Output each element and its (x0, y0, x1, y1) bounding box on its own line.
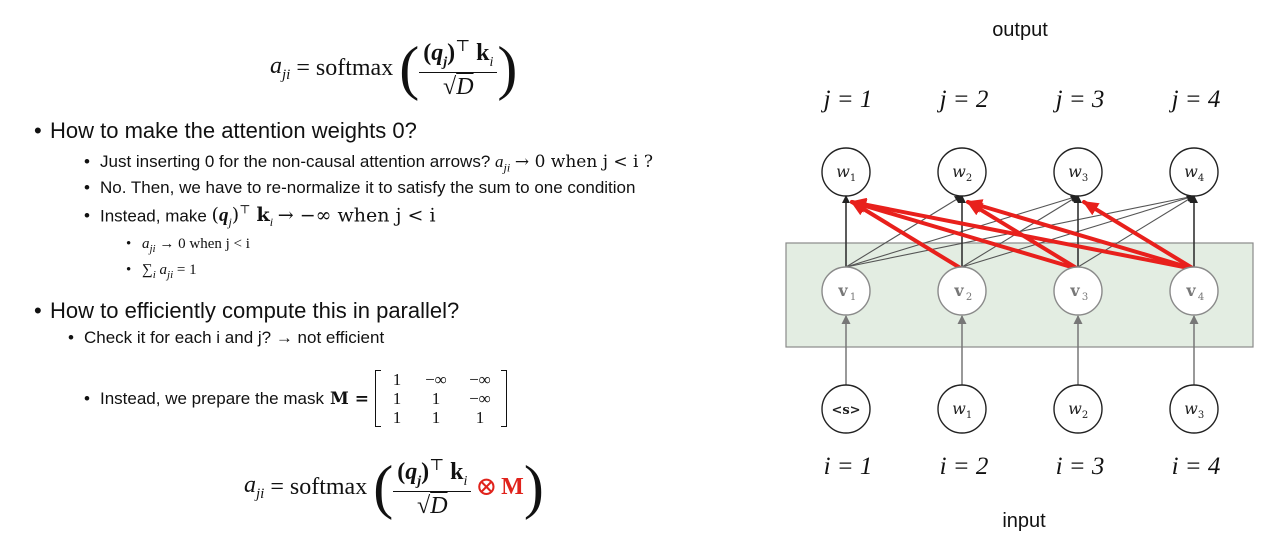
hidden-node-4-circle (1169, 266, 1219, 316)
input-node-2-label: w (952, 399, 966, 418)
input-node-3-label: w (1068, 399, 1082, 418)
output-node-2-circle (937, 147, 987, 197)
output-node-2-sub: 2 (966, 173, 972, 184)
bullet-check-each: • Check it for each i and j? → not effici… (68, 328, 385, 347)
output-node-3-sub: 3 (1082, 173, 1088, 184)
input-node-4-sub: 3 (1198, 410, 1204, 421)
otimes-symbol: ⊗ (475, 472, 498, 502)
bullet-inserting-zero: • Just inserting 0 for the non-causal att… (84, 152, 653, 175)
output-node-4-sub: 4 (1198, 173, 1204, 184)
j-labels: j = 1 j = 2 j = 3 j = 4 (821, 86, 1221, 113)
hidden-node-3-sub: 3 (1082, 292, 1088, 303)
equation-bottom: aji = softmax ( (qj)⊤ ki √D ⊗ M ) (244, 454, 544, 521)
bullet-parallel: • How to efficiently compute this in para… (34, 298, 460, 323)
hidden-node-1-circle (821, 266, 871, 316)
input-node-1-circle (821, 384, 871, 434)
i-label-2: i = 2 (940, 453, 989, 480)
hidden-node-2-label: v (953, 281, 964, 300)
masked-arrow-4-2 (966, 199, 1196, 271)
mask-matrix: 1 −∞ −∞ 1 1 −∞ 1 1 1 (374, 370, 507, 427)
bullet-instead-make: • Instead, make (qj)⊤ ki → −∞ when j < i (84, 203, 436, 230)
input-node-1: <s> (821, 384, 871, 434)
j-label-3: j = 3 (1053, 86, 1105, 113)
output-label: output (992, 19, 1048, 41)
output-node-4-label: w (1184, 162, 1198, 181)
output-node-3-label: w (1068, 162, 1082, 181)
hidden-node-1-label: v (837, 281, 848, 300)
bullet-renormalize: • No. Then, we have to re-normalize it to… (84, 178, 636, 197)
i-label-3: i = 3 (1056, 453, 1105, 480)
output-node-1-sub: 1 (850, 173, 856, 184)
j-label-4: j = 4 (1169, 86, 1221, 113)
input-node-2-sub: 1 (966, 410, 972, 421)
i-label-1: i = 1 (824, 453, 873, 480)
hidden-node-4-label: v (1185, 281, 1196, 300)
equation-top: aji = softmax ( (qj)⊤ ki √D ) (270, 35, 518, 102)
hidden-node-2-circle (937, 266, 987, 316)
masked-arrow-4-1 (850, 197, 1196, 271)
hidden-node-1-sub: 1 (850, 292, 856, 303)
bullet-aji-zero: • aji → 0 when j < i (126, 236, 250, 255)
output-node-1-label: w (836, 162, 850, 181)
bullet-attention-weights: • How to make the attention weights 0? (34, 118, 417, 143)
hidden-node-3-circle (1053, 266, 1103, 316)
bullet-mask: • Instead, we prepare the mask M = 1 −∞ −… (84, 370, 507, 427)
input-node-1-label: <s> (831, 403, 860, 418)
output-node-3-circle (1053, 147, 1103, 197)
input-label: input (1002, 510, 1046, 532)
output-node-4-circle (1169, 147, 1219, 197)
masked-arrow-3-1 (850, 199, 1080, 271)
j-label-2: j = 2 (937, 86, 989, 113)
input-nodes: <s> w 1 w 2 w 3 (821, 384, 1219, 434)
hidden-node-2-sub: 2 (966, 292, 972, 303)
output-node-1-circle (821, 147, 871, 197)
input-arrows (841, 315, 1199, 385)
mask-symbol: M (501, 473, 524, 500)
hidden-node-4-sub: 4 (1198, 292, 1204, 303)
input-node-4-circle (1169, 384, 1219, 434)
input-node-4-label: w (1184, 399, 1198, 418)
input-node-3-sub: 2 (1082, 410, 1088, 421)
input-node-2-circle (937, 384, 987, 434)
j-label-1: j = 1 (821, 86, 873, 113)
i-labels: i = 1 i = 2 i = 3 i = 4 (824, 453, 1221, 480)
masked-arrow-4-3 (1082, 200, 1196, 271)
input-node-3-circle (1053, 384, 1103, 434)
masked-arrow-2-1 (850, 200, 964, 271)
masked-arrows (850, 197, 1196, 271)
bullet-sum-one: • ∑i aji = 1 (126, 262, 197, 281)
output-node-2-label: w (952, 162, 966, 181)
i-label-4: i = 4 (1172, 453, 1221, 480)
hidden-node-3-label: v (1069, 281, 1080, 300)
